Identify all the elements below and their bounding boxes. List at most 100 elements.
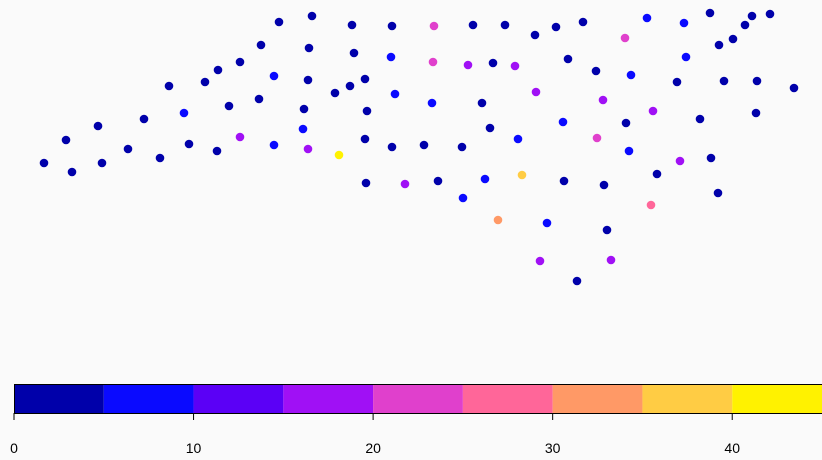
data-point [419, 140, 429, 150]
colorbar-tick-label: 10 [186, 440, 202, 456]
data-point [224, 101, 234, 111]
colorbar-tick-label: 0 [10, 440, 18, 456]
data-point [672, 77, 682, 87]
data-point [558, 117, 568, 127]
data-point [485, 123, 495, 133]
data-point [235, 132, 245, 142]
data-point [599, 180, 609, 190]
data-point [212, 146, 222, 156]
data-point [457, 142, 467, 152]
data-point [93, 121, 103, 131]
data-point [747, 11, 757, 21]
data-point [477, 98, 487, 108]
data-point [648, 106, 658, 116]
colorbar-bins [14, 384, 822, 413]
data-point [213, 65, 223, 75]
data-point [235, 57, 245, 67]
data-point [719, 76, 729, 86]
colorbar-tick-label: 40 [724, 440, 740, 456]
data-point [463, 60, 473, 70]
data-point [535, 256, 545, 266]
data-point [500, 20, 510, 30]
data-point [347, 20, 357, 30]
data-point [184, 139, 194, 149]
data-point [387, 21, 397, 31]
colorbar-frame [14, 384, 822, 414]
data-point [620, 33, 630, 43]
data-point [705, 8, 715, 18]
data-point [480, 174, 490, 184]
data-point [256, 40, 266, 50]
data-point [298, 124, 308, 134]
data-point [488, 58, 498, 68]
data-point [390, 89, 400, 99]
data-point [97, 158, 107, 168]
data-point [200, 77, 210, 87]
colorbar-bin [193, 384, 284, 413]
data-point [123, 144, 133, 154]
data-point [624, 146, 634, 156]
data-point [598, 95, 608, 105]
data-point [706, 153, 716, 163]
data-point [695, 114, 705, 124]
data-point [330, 88, 340, 98]
data-point [789, 83, 799, 93]
data-point [155, 153, 165, 163]
data-point [493, 215, 503, 225]
colorbar-bin [732, 384, 822, 413]
data-point [675, 156, 685, 166]
data-point [740, 20, 750, 30]
data-point [400, 179, 410, 189]
data-point [61, 135, 71, 145]
data-point [67, 167, 77, 177]
colorbar-ticks: 0 10 20 30 40 [10, 413, 740, 456]
data-point [681, 52, 691, 62]
data-point [714, 40, 724, 50]
data-point [349, 48, 359, 58]
data-point [751, 108, 761, 118]
points-layer [39, 8, 799, 286]
data-point [361, 178, 371, 188]
data-point [572, 276, 582, 286]
data-point [713, 188, 723, 198]
colorbar-bin [14, 384, 104, 413]
data-point [626, 70, 636, 80]
colorbar-bin [373, 384, 463, 413]
data-point [513, 134, 523, 144]
colorbar-bin [283, 384, 374, 413]
colorbar-bin [462, 384, 553, 413]
data-point [39, 158, 49, 168]
data-point [299, 104, 309, 114]
data-point [428, 57, 438, 67]
data-point [274, 17, 284, 27]
data-point [254, 94, 264, 104]
colorbar-tick-label: 20 [365, 440, 381, 456]
data-point [468, 20, 478, 30]
data-point [307, 11, 317, 21]
data-point [427, 98, 437, 108]
data-point [752, 76, 762, 86]
data-point [360, 74, 370, 84]
data-point [458, 193, 468, 203]
data-point [542, 218, 552, 228]
data-point [591, 66, 601, 76]
data-point [386, 52, 396, 62]
data-point [304, 43, 314, 53]
data-point [334, 150, 344, 160]
data-point [387, 142, 397, 152]
data-point [517, 170, 527, 180]
colorbar-bin [642, 384, 733, 413]
colorbar: 0 10 20 30 40 [10, 384, 822, 456]
data-point [429, 21, 439, 31]
data-point [360, 134, 370, 144]
colorbar-bin [103, 384, 194, 413]
data-point [531, 87, 541, 97]
data-point [765, 9, 775, 19]
data-point [578, 17, 588, 27]
data-point [269, 71, 279, 81]
data-point [269, 140, 279, 150]
data-point [606, 255, 616, 265]
data-point [303, 75, 313, 85]
data-point [728, 34, 738, 44]
